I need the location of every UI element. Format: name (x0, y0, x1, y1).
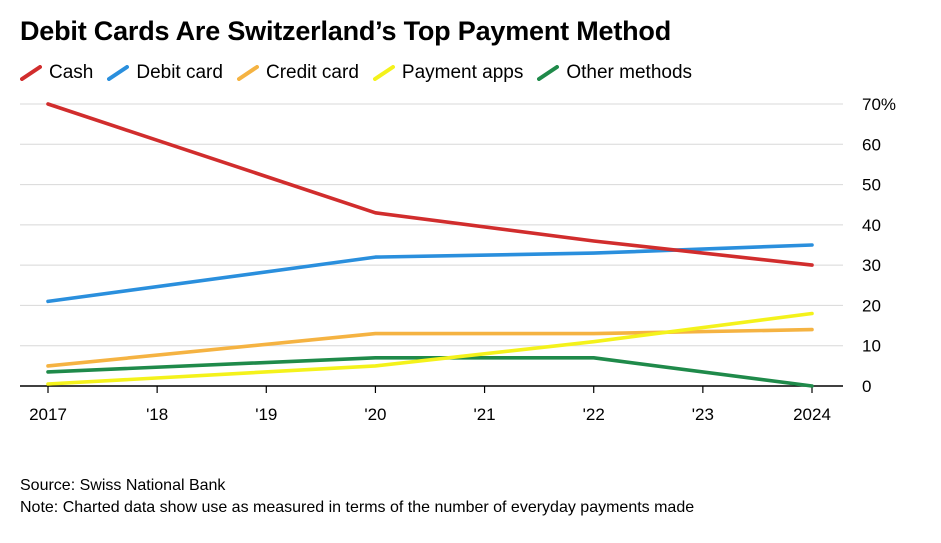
legend-item-payment-apps: Payment apps (372, 62, 524, 84)
x-tick-label-2019: '19 (255, 405, 277, 424)
series-line-cash (46, 102, 814, 267)
x-tick-label-2023: '23 (692, 405, 714, 424)
x-tick-label-2020: '20 (364, 405, 386, 424)
y-tick-label-60: 60 (862, 135, 881, 154)
series-line-payment-apps (46, 311, 814, 386)
chart-series-lines (46, 102, 814, 388)
legend-swatch-other-methods (537, 65, 560, 81)
footnote: Note: Charted data show use as measured … (20, 499, 695, 516)
legend-item-cash: Cash (20, 62, 93, 84)
x-tick-label-2021: '21 (473, 405, 495, 424)
legend-swatch-payment-apps (372, 65, 395, 81)
x-tick-label-2022: '22 (583, 405, 605, 424)
x-tick-label-2017: 2017 (29, 405, 67, 424)
legend-item-debit-card: Debit card (107, 62, 223, 84)
x-tick-label-2018: '18 (146, 405, 168, 424)
y-tick-label-20: 20 (862, 296, 881, 315)
y-axis-labels: 70% 60 50 40 30 20 10 0 (862, 95, 896, 396)
y-tick-label-50: 50 (862, 176, 881, 195)
legend-item-credit-card: Credit card (236, 62, 359, 84)
y-tick-label-70: 70% (862, 95, 896, 114)
y-tick-label-40: 40 (862, 216, 881, 235)
legend-label-credit-card: Credit card (265, 62, 359, 83)
legend-label-other-methods: Other methods (566, 62, 693, 83)
y-tick-label-0: 0 (862, 377, 871, 396)
chart-gridlines (20, 103, 843, 347)
series-line-debit-card (46, 243, 814, 304)
legend-label-payment-apps: Payment apps (401, 62, 524, 83)
x-axis: 2017 '18 '19 '20 '21 '22 '23 2024 (20, 385, 843, 424)
source-note: Source: Swiss National Bank (20, 477, 226, 494)
y-tick-label-30: 30 (862, 256, 881, 275)
chart-title: Debit Cards Are Switzerland’s Top Paymen… (20, 16, 672, 46)
legend-item-other-methods: Other methods (537, 62, 692, 84)
series-line-credit-card (46, 327, 814, 368)
x-tick-label-2024: 2024 (793, 405, 831, 424)
legend-swatch-cash (20, 65, 42, 81)
chart-legend: Cash Debit card Credit card Payment apps… (20, 62, 706, 84)
legend-swatch-credit-card (236, 65, 259, 81)
y-tick-label-10: 10 (862, 337, 881, 356)
legend-swatch-debit-card (107, 65, 130, 81)
legend-label-cash: Cash (49, 62, 94, 83)
legend-label-debit-card: Debit card (136, 62, 223, 83)
series-line-other-methods (46, 355, 814, 388)
